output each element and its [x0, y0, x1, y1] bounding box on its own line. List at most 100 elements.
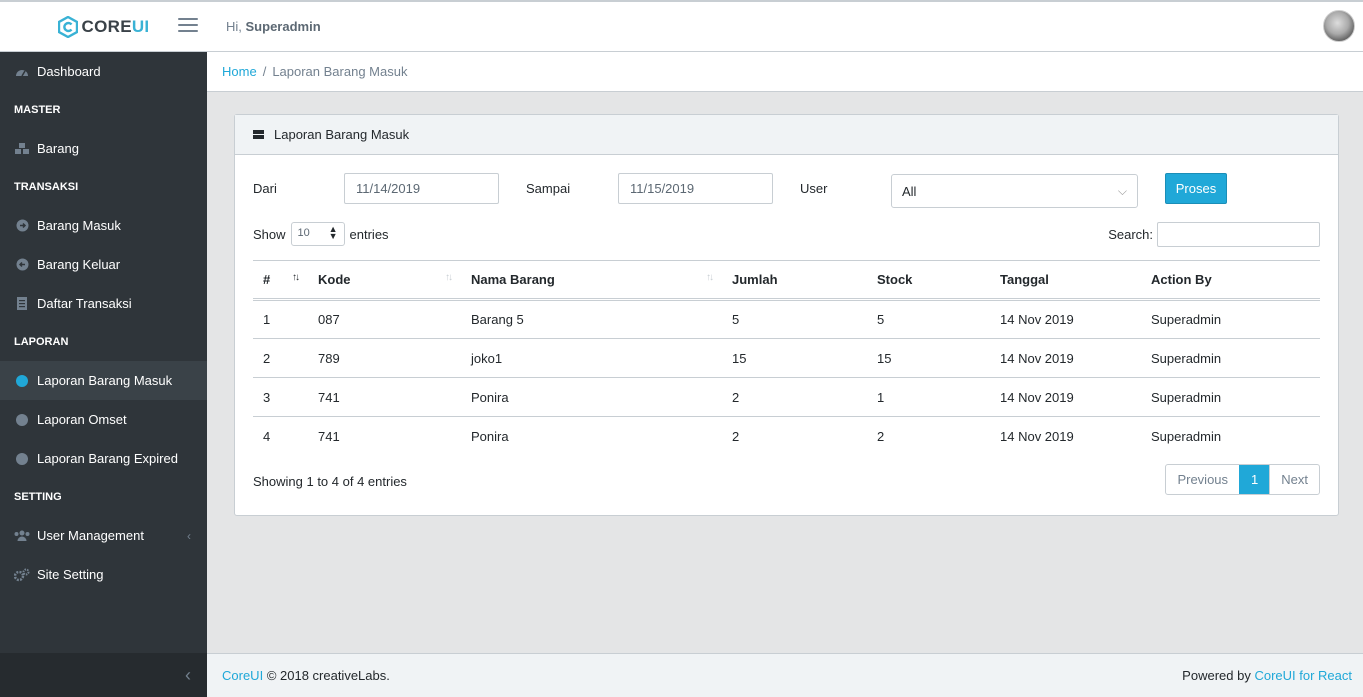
card-title: Laporan Barang Masuk [274, 127, 410, 142]
sidebar-item-dashboard[interactable]: Dashboard [0, 52, 207, 91]
table-cell: 1 [253, 299, 308, 339]
sidebar-minimizer-button[interactable]: ‹ [185, 665, 191, 685]
speedometer-icon [14, 64, 30, 80]
user-label: User [800, 181, 828, 196]
table-cell: 5 [867, 299, 990, 339]
sidebar-item-label: Barang [37, 141, 79, 156]
dot-icon [14, 412, 30, 428]
table-cell: 1 [867, 377, 990, 417]
table-cell: Superadmin [1141, 338, 1320, 378]
footer-copyright: © 2018 creativeLabs. [266, 668, 390, 683]
table-cell: 14 Nov 2019 [990, 338, 1141, 378]
arrow-circle-right-icon [14, 218, 30, 234]
chevron-down-icon: ⌵ [1117, 184, 1127, 198]
show-label: Show [253, 226, 286, 242]
coreui-logo-icon [57, 16, 78, 38]
column-header-jumlah: Jumlah [722, 260, 867, 301]
arrow-circle-left-icon [14, 257, 30, 273]
sidebar-item-laporan-barang-expired[interactable]: Laporan Barang Expired [0, 439, 207, 478]
table-cell: Superadmin [1141, 377, 1320, 417]
table-cell: 2 [732, 428, 740, 444]
dari-date-input[interactable]: 11/14/2019 [344, 173, 499, 204]
column-header-no[interactable]: # ↑↓ [253, 260, 308, 301]
report-card: Laporan Barang Masuk Dari 11/14/2019 Sam… [234, 114, 1339, 516]
table-cell: 5 [722, 299, 867, 339]
sidebar-section-title: SETTING [14, 491, 62, 503]
sidebar: Dashboard MASTER Barang TRANSAKSI Barang Mas… [0, 52, 207, 697]
sidebar-section-title: MASTER [14, 104, 61, 116]
avatar[interactable] [1323, 10, 1355, 42]
sidebar-item-label: Dashboard [37, 64, 101, 79]
sidebar-item-barang-keluar[interactable]: Barang Keluar [0, 245, 207, 284]
sampai-label: Sampai [526, 181, 571, 196]
app-footer: CoreUI © 2018 creativeLabs. Powered by C… [207, 653, 1363, 697]
cubes-icon [14, 141, 30, 157]
brand-name: COREUI [81, 17, 150, 36]
sidebar-item-daftar-transaksi[interactable]: Daftar Transaksi [0, 284, 207, 323]
sampai-date-input[interactable]: 11/15/2019 [618, 173, 773, 204]
user-select[interactable]: All ⌵ [891, 174, 1138, 208]
sort-icon: ↑↓ [292, 272, 300, 283]
pagination-previous[interactable]: Previous [1177, 472, 1229, 487]
sidebar-footer: ‹ [0, 653, 207, 697]
sidebar-item-barang-masuk[interactable]: Barang Masuk [0, 206, 207, 245]
table-cell: 087 [308, 299, 461, 339]
table-cell: 741 [318, 428, 340, 444]
sidebar-section-title: TRANSAKSI [14, 181, 79, 193]
brand-logo[interactable]: COREUI [0, 2, 207, 52]
search-input[interactable] [1157, 222, 1320, 247]
sidebar-item-label: Barang Masuk [37, 218, 121, 233]
footer-coreui-link[interactable]: CoreUI [222, 668, 264, 683]
table-cell: Ponira [471, 428, 509, 444]
sidebar-item-laporan-barang-masuk[interactable]: Laporan Barang Masuk [0, 361, 207, 400]
footer-powered: Powered by CoreUI for React [1182, 668, 1352, 683]
sidebar-item-site-setting[interactable]: Site Setting [0, 555, 207, 594]
user-greeting: Hi, Superadmin [226, 19, 321, 34]
sidebar-item-label: Laporan Barang Masuk [37, 373, 173, 388]
table-cell: 14 Nov 2019 [990, 377, 1141, 417]
pagination: Previous 1 Next [1165, 464, 1320, 495]
column-header-tanggal: Tanggal [990, 260, 1141, 301]
table-cell: 789 [308, 338, 461, 378]
table-cell: Barang 5 [461, 299, 722, 339]
table-cell: 2 [877, 428, 885, 444]
entries-length-control: Show 10 ▲ ▼ entries [253, 222, 389, 246]
sort-updown-icon: ▲ ▼ [328, 224, 338, 241]
sidebar-toggle-button[interactable] [178, 18, 198, 34]
card-header: Laporan Barang Masuk [235, 115, 1338, 155]
column-header-nama-barang[interactable]: Nama Barang ↑↓ [461, 260, 722, 301]
pagination-page-1[interactable]: 1 [1239, 465, 1270, 494]
sidebar-item-label: Barang Keluar [37, 257, 121, 272]
sidebar-item-label: Daftar Transaksi [37, 296, 132, 311]
footer-powered-link[interactable]: CoreUI for React [1254, 668, 1352, 683]
list-icon [253, 129, 264, 140]
proses-button[interactable]: Proses [1165, 173, 1227, 204]
entries-select[interactable]: 10 ▲ ▼ [290, 222, 345, 246]
table-info: Showing 1 to 4 of 4 entries [253, 474, 407, 489]
table-cell: 3 [253, 377, 308, 417]
table-row: 4 741 Ponira 2 2 14 Nov 2019 Superadmin [253, 417, 1320, 456]
sidebar-item-user-management[interactable]: User Management ‹ [0, 516, 207, 555]
sidebar-item-label: Laporan Omset [37, 412, 127, 427]
table-cell: 15 [722, 338, 867, 378]
breadcrumb: Home / Laporan Barang Masuk [207, 52, 1363, 92]
sidebar-item-barang[interactable]: Barang [0, 129, 207, 168]
breadcrumb-current: Laporan Barang Masuk [272, 64, 408, 79]
sidebar-item-label: Site Setting [37, 567, 104, 582]
breadcrumb-home-link[interactable]: Home [222, 64, 257, 79]
column-header-kode[interactable]: Kode ↑↓ [308, 260, 461, 301]
gears-icon [14, 567, 30, 583]
column-header-stock: Stock [867, 260, 990, 301]
search-label: Search: [1108, 227, 1153, 242]
pagination-next[interactable]: Next [1269, 465, 1319, 494]
user-select-value: All [902, 184, 917, 199]
sort-icon: ↑↓ [706, 272, 714, 283]
breadcrumb-separator: / [262, 64, 267, 79]
sidebar-item-label: Laporan Barang Expired [37, 451, 178, 466]
report-table: # ↑↓ Kode ↑↓ Nama Barang ↑↓ Jumlah Stock Tanggal… [253, 260, 1320, 456]
table-cell: 14 Nov 2019 [990, 299, 1141, 339]
sidebar-item-laporan-omset[interactable]: Laporan Omset [0, 400, 207, 439]
table-cell: 15 [867, 338, 990, 378]
table-cell: 2 [253, 338, 308, 378]
dot-icon [14, 451, 30, 467]
